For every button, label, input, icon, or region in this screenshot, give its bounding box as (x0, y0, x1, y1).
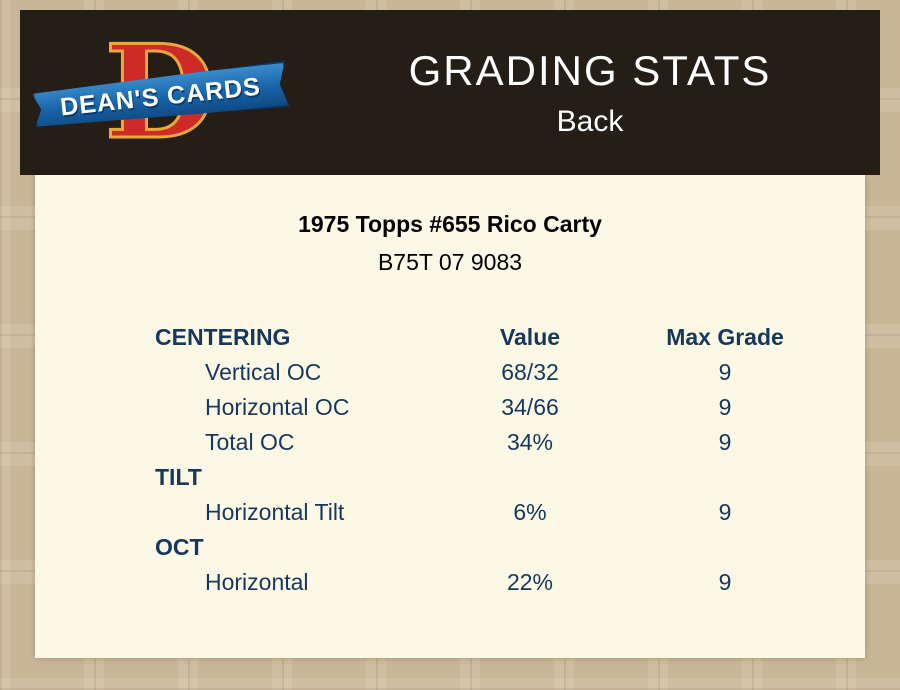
row-value: 6% (513, 499, 547, 525)
deans-cards-logo: D DEAN'S CARDS (43, 22, 278, 163)
row-value: 22% (506, 569, 554, 595)
section-label: OCT (155, 534, 204, 560)
row-max-grade: 9 (718, 394, 732, 420)
table-row: Horizontal 22% 9 (35, 565, 865, 600)
table-row: Horizontal Tilt 6% 9 (35, 495, 865, 530)
column-header-centering: CENTERING (155, 324, 291, 350)
row-label: Horizontal (205, 569, 309, 595)
table-row: Total OC 34% 9 (35, 425, 865, 460)
row-value: 34% (506, 429, 554, 455)
table-row: Vertical OC 68/32 9 (35, 355, 865, 390)
table-section-row-oct: OCT (35, 530, 865, 565)
stats-panel: 1975 Topps #655 Rico Carty B75T 07 9083 … (35, 175, 865, 658)
table-section-row-tilt: TILT (35, 460, 865, 495)
row-max-grade: 9 (718, 499, 732, 525)
logo-area: D DEAN'S CARDS (20, 22, 300, 163)
row-max-grade: 9 (718, 429, 732, 455)
table-header-row: CENTERING Value Max Grade (35, 320, 865, 355)
grading-table: CENTERING Value Max Grade Vertical OC 68… (35, 320, 865, 600)
section-label: TILT (155, 464, 202, 490)
row-value: 34/66 (501, 394, 559, 420)
row-label: Vertical OC (205, 359, 322, 385)
row-label: Horizontal OC (205, 394, 350, 420)
row-label: Total OC (205, 429, 295, 455)
card-serial-number: B75T 07 9083 (377, 249, 523, 275)
column-header-value: Value (499, 324, 561, 350)
header-text-block: GRADING STATS Back (300, 47, 880, 139)
card-title: 1975 Topps #655 Rico Carty (298, 211, 602, 237)
column-header-max-grade: Max Grade (666, 324, 784, 350)
row-max-grade: 9 (718, 569, 732, 595)
page-title: GRADING STATS (408, 46, 772, 94)
row-max-grade: 9 (718, 359, 732, 385)
table-row: Horizontal OC 34/66 9 (35, 390, 865, 425)
row-value: 68/32 (501, 359, 559, 385)
row-label: Horizontal Tilt (205, 499, 345, 525)
page-subtitle: Back (556, 104, 624, 138)
header-bar: D DEAN'S CARDS GRADING STATS Back (20, 10, 880, 175)
